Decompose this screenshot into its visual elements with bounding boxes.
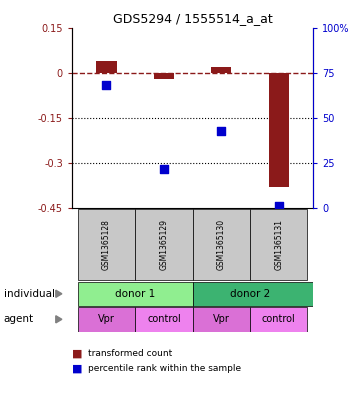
Text: GSM1365130: GSM1365130 <box>217 219 226 270</box>
FancyBboxPatch shape <box>250 209 307 280</box>
Bar <box>154 73 174 79</box>
Point <box>104 82 109 88</box>
Bar <box>211 67 231 73</box>
Point <box>219 127 224 134</box>
Text: donor 2: donor 2 <box>230 289 270 299</box>
Text: control: control <box>262 314 296 324</box>
Point <box>161 165 167 172</box>
Text: GSM1365128: GSM1365128 <box>102 219 111 270</box>
FancyBboxPatch shape <box>193 281 313 306</box>
Text: transformed count: transformed count <box>88 349 172 358</box>
Text: ■: ■ <box>72 349 82 359</box>
FancyBboxPatch shape <box>78 281 193 306</box>
Text: GSM1365129: GSM1365129 <box>159 219 168 270</box>
Text: ■: ■ <box>72 363 82 373</box>
FancyBboxPatch shape <box>250 307 307 332</box>
Text: Vpr: Vpr <box>98 314 115 324</box>
Bar <box>269 73 289 187</box>
Text: individual: individual <box>4 289 55 299</box>
Text: Vpr: Vpr <box>213 314 230 324</box>
Text: control: control <box>147 314 181 324</box>
Title: GDS5294 / 1555514_a_at: GDS5294 / 1555514_a_at <box>113 12 273 25</box>
FancyBboxPatch shape <box>78 307 135 332</box>
Text: percentile rank within the sample: percentile rank within the sample <box>88 364 241 373</box>
FancyBboxPatch shape <box>135 209 193 280</box>
Text: agent: agent <box>4 314 34 324</box>
FancyBboxPatch shape <box>193 209 250 280</box>
Text: donor 1: donor 1 <box>115 289 155 299</box>
FancyBboxPatch shape <box>135 307 193 332</box>
FancyBboxPatch shape <box>78 209 135 280</box>
FancyBboxPatch shape <box>193 307 250 332</box>
Point <box>276 203 282 209</box>
Text: GSM1365131: GSM1365131 <box>274 219 283 270</box>
Bar <box>96 61 117 73</box>
